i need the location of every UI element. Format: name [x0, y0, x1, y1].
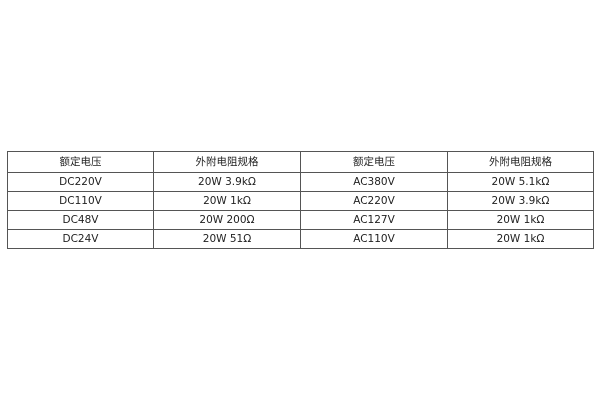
- cell: 20W 200Ω: [153, 210, 301, 230]
- header-resistor-spec: 外附电阻规格: [447, 151, 594, 173]
- header-resistor-spec: 外附电阻规格: [153, 151, 301, 173]
- table-row: DC220V 20W 3.9kΩ AC380V 20W 5.1kΩ: [7, 172, 594, 192]
- cell: 20W 1kΩ: [153, 191, 301, 211]
- table-row: DC24V 20W 51Ω AC110V 20W 1kΩ: [7, 229, 594, 249]
- resistor-spec-table: 额定电压 外附电阻规格 额定电压 外附电阻规格 DC220V 20W 3.9kΩ…: [7, 151, 594, 249]
- table-row: DC110V 20W 1kΩ AC220V 20W 3.9kΩ: [7, 191, 594, 211]
- cell: AC127V: [300, 210, 448, 230]
- cell: DC24V: [7, 229, 154, 249]
- header-row: 额定电压 外附电阻规格 额定电压 外附电阻规格: [7, 151, 594, 173]
- cell: AC110V: [300, 229, 448, 249]
- cell: 20W 3.9kΩ: [153, 172, 301, 192]
- cell: 20W 1kΩ: [447, 229, 594, 249]
- cell: AC220V: [300, 191, 448, 211]
- cell: DC220V: [7, 172, 154, 192]
- table-row: DC48V 20W 200Ω AC127V 20W 1kΩ: [7, 210, 594, 230]
- header-rated-voltage: 额定电压: [7, 151, 154, 173]
- cell: 20W 51Ω: [153, 229, 301, 249]
- cell: 20W 3.9kΩ: [447, 191, 594, 211]
- cell: DC110V: [7, 191, 154, 211]
- cell: 20W 5.1kΩ: [447, 172, 594, 192]
- cell: DC48V: [7, 210, 154, 230]
- cell: AC380V: [300, 172, 448, 192]
- header-rated-voltage: 额定电压: [300, 151, 448, 173]
- cell: 20W 1kΩ: [447, 210, 594, 230]
